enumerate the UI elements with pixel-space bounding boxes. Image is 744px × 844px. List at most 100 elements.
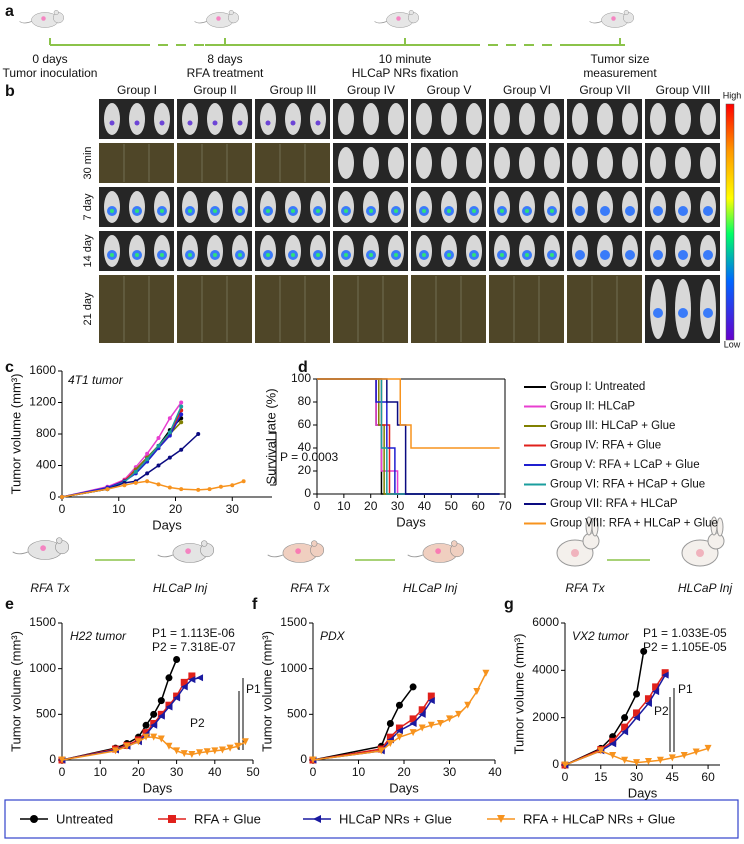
image-cell — [489, 275, 564, 343]
data-point — [150, 721, 158, 729]
x-axis-title: Days — [396, 514, 426, 529]
data-point — [167, 485, 172, 490]
data-point — [122, 483, 127, 488]
data-point — [157, 735, 165, 743]
data-point — [652, 683, 660, 691]
data-point — [418, 724, 426, 732]
signal — [290, 120, 296, 126]
rabbit-icon — [556, 516, 600, 567]
y-axis-title: Tumor volume (mm³) — [511, 634, 526, 755]
y-tick-label: 6000 — [532, 615, 559, 629]
tumor — [435, 548, 441, 554]
survival-line — [317, 378, 500, 495]
x-tick-label: 10 — [352, 765, 366, 779]
mouse-image — [650, 103, 666, 135]
data-point — [386, 740, 394, 748]
x-axis-title: Days — [389, 780, 419, 795]
annotation: H22 tumor — [70, 629, 127, 643]
signal-core — [500, 209, 504, 213]
signal — [265, 120, 271, 126]
annotation: VX2 tumor — [572, 629, 630, 643]
legend-label: Group VIII: RFA + HLCaP + Glue — [550, 518, 718, 530]
data-point — [230, 483, 235, 488]
signal-core — [447, 209, 451, 213]
signal-core — [422, 209, 426, 213]
series-line — [564, 651, 645, 766]
image-cell — [99, 275, 174, 343]
y-tick-label: 1500 — [29, 615, 56, 629]
group-label: Group VII — [579, 83, 630, 97]
survival-line — [317, 378, 500, 449]
signal-core — [447, 253, 451, 257]
x-tick-label: 40 — [418, 499, 432, 513]
mouse-image — [494, 103, 510, 135]
timeline-label: 8 days — [207, 52, 242, 66]
mouse-image — [700, 103, 716, 135]
y-axis-title: Tumor volume (mm³) — [8, 374, 23, 495]
annotation: P2 = 7.318E-07 — [152, 640, 236, 654]
data-point — [165, 703, 173, 711]
treatment-label: RFA Tx — [30, 581, 70, 595]
mouse-image — [260, 103, 276, 135]
data-point — [134, 738, 142, 746]
data-point — [395, 727, 403, 735]
data-point — [145, 457, 150, 462]
group-label: Group I — [117, 83, 157, 97]
treatment-label: RFA Tx — [290, 581, 330, 595]
data-point — [156, 435, 161, 440]
data-point — [609, 752, 617, 760]
x-tick-label: 20 — [169, 502, 183, 516]
data-point — [409, 719, 417, 727]
image-cell — [177, 143, 252, 183]
treatment-label: HLCaP Inj — [153, 581, 208, 595]
data-point — [133, 469, 138, 474]
y-tick-label: 1000 — [280, 661, 307, 675]
data-point — [105, 487, 110, 492]
x-tick-label: 20 — [132, 765, 146, 779]
panel-label: e — [5, 596, 14, 613]
signal — [678, 308, 688, 318]
data-point — [179, 404, 184, 409]
mouse-image — [285, 103, 301, 135]
y-axis-title: Tumor volume (mm³) — [259, 631, 274, 752]
y-tick-label: 1500 — [280, 615, 307, 629]
signal — [678, 206, 688, 216]
mouse-image — [572, 147, 588, 179]
panel-label: g — [504, 596, 514, 613]
data-point — [157, 712, 165, 720]
data-point — [409, 715, 417, 723]
data-point — [180, 678, 188, 686]
image-cell — [411, 275, 486, 343]
mouse-image — [182, 103, 198, 135]
group-label: Group VIII — [656, 83, 711, 97]
y-tick-label: 4000 — [532, 663, 559, 677]
legend-label: Group III: HLCaP + Glue — [550, 420, 675, 432]
y-tick-label: 20 — [298, 463, 312, 477]
signal-core — [291, 253, 295, 257]
data-point — [142, 721, 150, 729]
data-point — [156, 443, 161, 448]
y-tick-label: 100 — [291, 371, 311, 385]
legend-label: Group VII: RFA + HLCaP — [550, 498, 678, 510]
data-point — [188, 672, 196, 680]
y-tick-label: 500 — [287, 707, 307, 721]
signal — [600, 206, 610, 216]
data-point — [464, 701, 472, 709]
timeline-label: 10 minute — [379, 52, 432, 66]
mouse-image — [129, 103, 145, 135]
survival-line — [317, 378, 500, 495]
x-tick-label: 10 — [112, 502, 126, 516]
mouse-image — [104, 103, 120, 135]
data-point — [482, 669, 490, 677]
data-point — [60, 495, 64, 499]
data-point — [179, 400, 184, 405]
y-tick-label: 1000 — [29, 661, 56, 675]
data-point — [207, 487, 212, 492]
y-tick-label: 500 — [36, 707, 56, 721]
mouse-image — [675, 103, 691, 135]
x-tick-label: 0 — [59, 765, 66, 779]
y-tick-label: 0 — [300, 752, 307, 766]
data-point — [561, 761, 569, 769]
data-point — [156, 482, 161, 487]
